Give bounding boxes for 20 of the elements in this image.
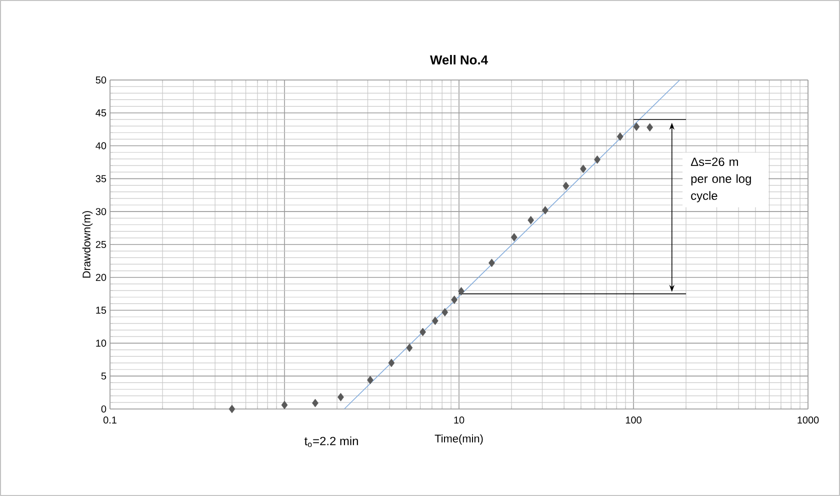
x-axis-title: Time(min)	[434, 434, 483, 445]
y-tick-label: 10	[96, 340, 106, 347]
annotation: Δs=26 m per one log cycle	[690, 158, 751, 202]
y-axis-title: Drawdown(m)	[82, 211, 93, 278]
x-tick-label: 10	[454, 416, 464, 424]
y-tick-label: 30	[96, 208, 106, 216]
x-tick-label: 100	[626, 416, 642, 424]
x-tick-label: 1000	[798, 416, 819, 424]
annotation: t$_{o}$=2.2 min	[304, 436, 358, 448]
y-tick-label: 25	[96, 240, 106, 248]
chart-title: Well No.4	[430, 54, 488, 64]
y-tick-label: 0	[101, 405, 106, 413]
y-tick-label: 15	[96, 306, 106, 314]
y-tick-label: 5	[101, 372, 106, 380]
y-tick-label: 50	[96, 76, 106, 84]
y-tick-label: 40	[96, 142, 106, 150]
y-tick-label: 45	[96, 109, 106, 116]
x-tick-label: 0.1	[103, 416, 116, 424]
y-tick-label: 20	[96, 274, 106, 281]
y-tick-label: 35	[96, 175, 106, 182]
